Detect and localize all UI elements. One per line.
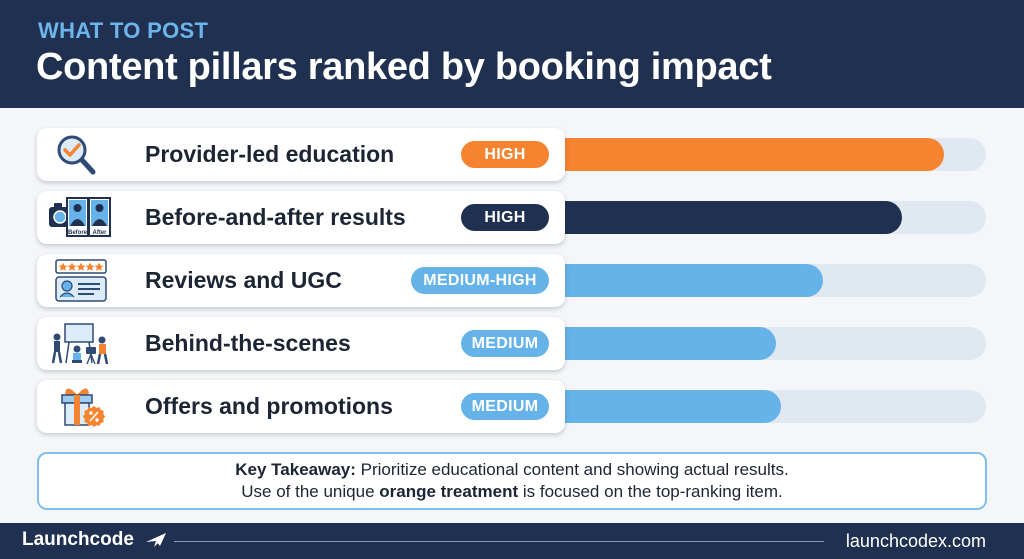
bar-fill [520,138,944,171]
before-after-photos-icon: Before After [47,193,111,242]
rating-badge: MEDIUM [461,393,549,420]
brand-logo-text: Launchcode [22,529,134,550]
footer-divider [174,541,824,542]
pillar-label: Reviews and UGC [145,267,342,293]
bar-track [520,327,986,360]
takeaway-text-2a: Use of the unique [241,482,380,501]
after-caption: After [92,230,107,236]
bar-track [520,201,986,234]
bar-track [520,138,986,171]
key-takeaway-box: Key Takeaway: Prioritize educational con… [37,452,987,510]
pillar-card: Provider-led education HIGH [37,128,565,181]
rating-badge: HIGH [461,204,549,231]
film-crew-icon [47,319,111,368]
pillar-row: Reviews and UGC MEDIUM-HIGH [0,253,1024,309]
page-title: Content pillars ranked by booking impact [36,46,772,88]
takeaway-text-2b: is focused on the top-ranking item. [518,482,783,501]
before-caption: Before [68,230,88,236]
rating-badge: MEDIUM [461,330,549,357]
pillar-row: Offers and promotions MEDIUM [0,379,1024,435]
takeaway-text-1: Prioritize educational content and showi… [355,460,789,479]
pillar-row: Behind-the-scenes MEDIUM [0,316,1024,372]
magnifier-check-icon [47,130,111,179]
takeaway-emphasis: orange treatment [379,482,519,501]
pillar-label: Behind-the-scenes [145,330,351,356]
bar-fill [520,201,902,234]
eyebrow-label: WHAT TO POST [38,18,209,43]
pillar-card: Reviews and UGC MEDIUM-HIGH [37,254,565,307]
pillar-row: Provider-led education HIGH [0,127,1024,183]
pillar-label: Offers and promotions [145,393,393,419]
bar-track [520,264,986,297]
bar-track [520,390,986,423]
bar-fill [520,264,823,297]
pillar-card: Before After Before-and-after results HI… [37,191,565,244]
takeaway-line-2: Use of the unique orange treatment is fo… [39,481,985,503]
rating-badge: MEDIUM-HIGH [411,267,549,294]
website-link[interactable]: launchcodex.com [845,531,986,551]
takeaway-line-1: Key Takeaway: Prioritize educational con… [39,459,985,481]
gift-discount-icon [47,382,111,431]
header-banner: WHAT TO POST Content pillars ranked by b… [0,0,1024,108]
pillar-row: Before After Before-and-after results HI… [0,190,1024,246]
takeaway-lead: Key Takeaway: [235,460,356,479]
star-review-card-icon [47,256,111,305]
pillar-label: Provider-led education [145,141,395,167]
pillar-card: Offers and promotions MEDIUM [37,380,565,433]
footer-bar: Launchcode launchcodex.com [0,523,1024,559]
pillar-label: Before-and-after results [145,204,406,230]
airplane-icon [145,531,167,549]
pillar-card: Behind-the-scenes MEDIUM [37,317,565,370]
rating-badge: HIGH [461,141,549,168]
